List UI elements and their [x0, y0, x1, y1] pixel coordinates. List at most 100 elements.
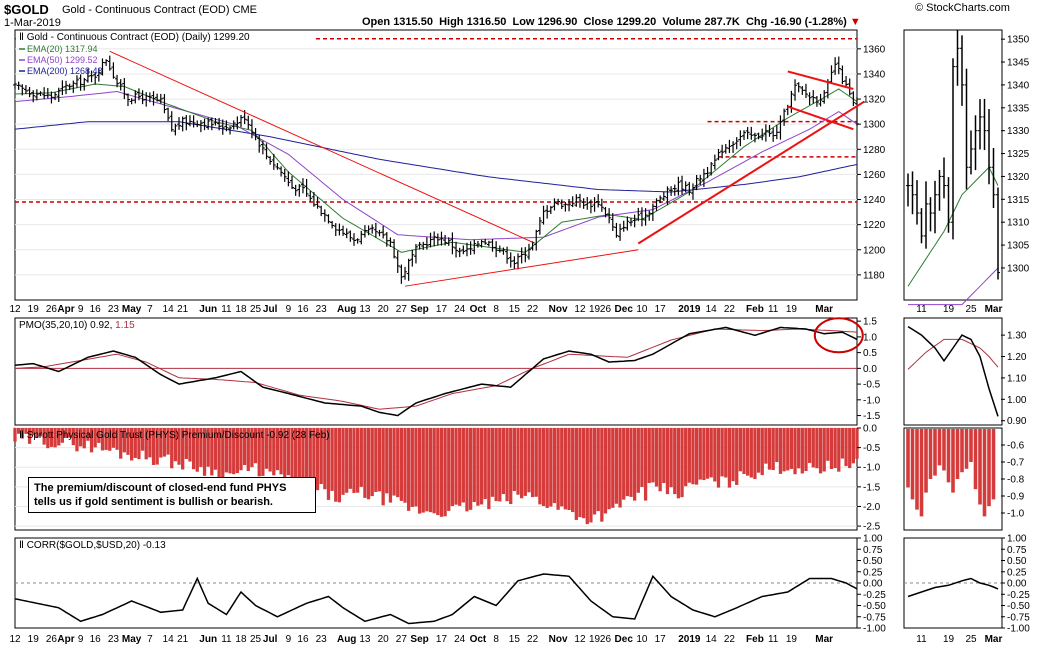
price-axis-tick-label: 1360	[863, 44, 886, 55]
symbol: $GOLD	[4, 2, 49, 17]
x-tick-label: Oct	[470, 304, 487, 315]
x-tick-label: 22	[527, 634, 539, 645]
price-axis-tick-label: 1320	[863, 95, 886, 106]
phys-bar	[261, 428, 265, 476]
phys-bar	[425, 428, 429, 512]
x-tick-label: 18	[235, 304, 247, 315]
phys-bar	[38, 428, 43, 437]
phys-bar	[396, 428, 400, 498]
phys-bar	[818, 428, 823, 474]
phys-bar	[199, 428, 203, 467]
zoom-phys-bar	[928, 429, 933, 479]
x-tick-label: 9	[78, 304, 84, 315]
ema20-line	[14, 83, 858, 253]
zoom-pmo-line	[907, 325, 999, 417]
zoom-phys-bar	[933, 429, 937, 476]
phys-bar	[304, 428, 309, 484]
phys-bar	[60, 428, 65, 443]
price-axis-tick-label: 1260	[863, 170, 886, 181]
phys-bar	[439, 428, 444, 517]
phys-bar	[775, 428, 779, 463]
phys-bar	[793, 428, 797, 475]
phys-bar	[177, 428, 181, 465]
phys-bar	[848, 428, 852, 469]
phys-bar	[450, 428, 455, 506]
phys-panel-title: Ⅱ Sprott Physical Gold Trust (PHYS) Prem…	[19, 430, 330, 441]
phys-bar	[509, 428, 513, 505]
phys-bar	[676, 428, 681, 499]
phys-bar	[636, 428, 640, 493]
x-tick-label: 26	[46, 304, 58, 315]
volume-value: 287.7K	[704, 16, 740, 28]
phys-bar	[490, 428, 495, 497]
x-tick-label: Oct	[470, 634, 487, 645]
zoom-corr-axis-tick-label: -0.50	[1007, 601, 1030, 612]
trendline	[404, 249, 639, 287]
x-tick-label: 18	[235, 634, 247, 645]
x-tick-label: 17	[655, 304, 667, 315]
phys-bar	[283, 428, 287, 485]
phys-bar	[108, 428, 112, 451]
zoom-phys-axis-tick-label: -0.9	[1007, 492, 1025, 503]
phys-bar	[563, 428, 568, 510]
price-axis-tick-label: 1340	[863, 69, 886, 80]
phys-bar	[246, 428, 250, 472]
phys-bar	[618, 428, 622, 508]
phys-bar	[239, 428, 243, 471]
x-tick-label: 27	[396, 634, 408, 645]
phys-bar	[184, 428, 188, 460]
x-tick-label: 25	[250, 634, 262, 645]
x-tick-label: 15	[509, 634, 521, 645]
pmo-zoom-frame	[903, 317, 1003, 426]
annotation-box: The premium/discount of closed-end fund …	[28, 477, 316, 513]
x-tick-label: 25	[250, 304, 262, 315]
phys-bar	[17, 428, 21, 434]
phys-bar	[42, 428, 46, 445]
x-tick-label: 11	[768, 634, 779, 645]
phys-bar	[767, 428, 772, 470]
phys-bar	[140, 428, 145, 451]
phys-axis-tick-label: -1.5	[863, 482, 881, 493]
corr-axis-tick-label: 0.75	[863, 545, 883, 556]
phys-bar	[104, 428, 108, 450]
x-tick-label: 12	[574, 634, 586, 645]
phys-bar	[483, 428, 487, 500]
phys-bar	[115, 428, 119, 450]
x-tick-label: 8	[493, 634, 499, 645]
x-tick-label: 23	[316, 304, 328, 315]
zoom-corr-line	[907, 577, 999, 598]
zoom-corr-axis-tick-label: 0.75	[1007, 545, 1027, 556]
zoom-price-axis-tick-label: 1330	[1007, 126, 1030, 137]
phys-bar	[366, 428, 371, 500]
phys-bar	[122, 428, 126, 453]
x-tick-label: 10	[636, 304, 648, 315]
phys-bar	[20, 428, 24, 439]
phys-bar	[421, 428, 425, 513]
phys-bar	[170, 428, 174, 469]
phys-bar	[377, 428, 382, 492]
zoom-phys-bar	[937, 429, 942, 466]
phys-bar	[749, 428, 753, 478]
x-tick-label: 13	[359, 304, 371, 315]
corr-axis-tick-label: -0.75	[863, 612, 886, 623]
phys-bar	[49, 428, 54, 447]
phys-bar	[133, 428, 137, 458]
phys-bar	[213, 428, 218, 470]
zoom-price-axis-tick-label: 1320	[1007, 172, 1030, 183]
x-tick-label: 2019	[678, 304, 701, 315]
phys-bar	[494, 428, 498, 502]
zoom-phys-axis-tick-label: -1.0	[1007, 509, 1025, 520]
zoom-x-tick-label: 19	[943, 634, 955, 645]
phys-bar	[720, 428, 724, 477]
phys-bar	[57, 428, 61, 446]
phys-bar	[549, 428, 553, 507]
x-tick-label: 11	[221, 304, 232, 315]
x-tick-label: 20	[378, 304, 390, 315]
corr-axis-tick-label: -0.50	[863, 601, 886, 612]
x-tick-label: 23	[108, 634, 120, 645]
phys-bar	[614, 428, 619, 504]
phys-bar	[162, 428, 167, 457]
phys-bar	[195, 428, 199, 472]
phys-bar	[603, 428, 608, 514]
x-tick-label: Feb	[746, 304, 764, 315]
